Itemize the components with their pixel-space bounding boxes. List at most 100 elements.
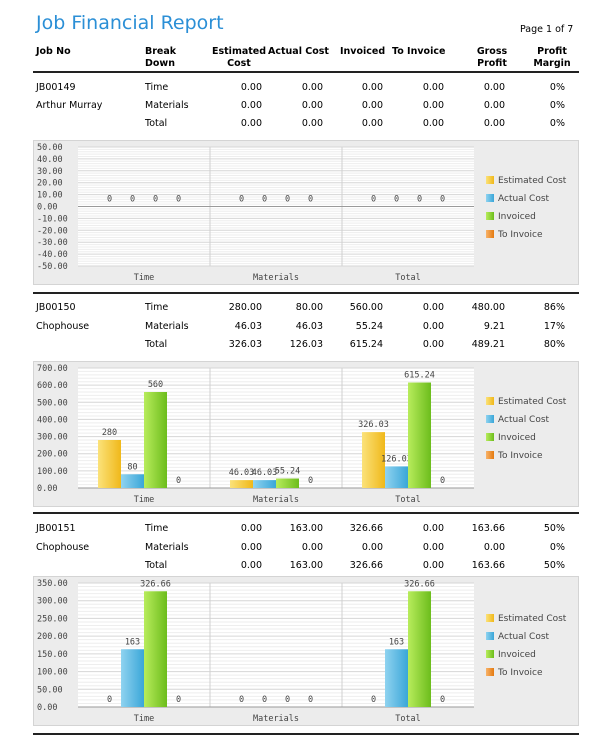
category-label: Total: [395, 273, 421, 283]
legend-item: Actual Cost: [486, 415, 549, 425]
y-tick-label: -50.00: [37, 262, 68, 272]
data-label: 0: [308, 476, 313, 486]
bar-chart: 700.00 600.00 500.00 400.00 300.00 200.00 100.…: [33, 361, 579, 507]
data-label: 163: [125, 637, 140, 647]
job-number: JB00151: [36, 523, 76, 534]
cell-breakdown: Time: [145, 523, 169, 534]
cell-est: 0.00: [240, 523, 262, 534]
legend-label: To Invoice: [498, 668, 543, 678]
data-label: 326.66: [140, 579, 171, 589]
data-label: 0: [440, 695, 445, 705]
y-tick-label: 150.00: [37, 650, 68, 660]
legend-label: To Invoice: [498, 229, 543, 240]
bar: [144, 591, 167, 707]
category-label: Time: [134, 495, 154, 505]
data-label: 0: [176, 695, 181, 705]
data-label: 280: [102, 428, 117, 438]
chart-svg: 350.00 300.00 250.00 200.00 150.00 100.00 50.0…: [37, 579, 474, 724]
cell-breakdown: Time: [145, 82, 169, 93]
data-label: 0: [285, 195, 290, 205]
cell-breakdown: Total: [145, 560, 168, 571]
cell-gp: 0.00: [483, 82, 505, 93]
data-label: 80: [127, 462, 137, 472]
cell-est: 280.00: [228, 302, 262, 313]
legend-swatch: [486, 632, 494, 640]
legend-item: Invoiced: [486, 650, 536, 660]
legend-label: Estimated Cost: [498, 175, 567, 186]
header-rule: [33, 71, 579, 73]
cell-act: 0.00: [301, 118, 323, 129]
data-label: 0: [130, 195, 135, 205]
data-label: 0: [107, 195, 112, 205]
cell-gp: 9.21: [483, 321, 505, 332]
cell-est: 326.03: [228, 339, 262, 350]
col-job-no: Job No: [36, 46, 71, 57]
cell-est: 0.00: [240, 118, 262, 129]
data-label: 0: [153, 195, 158, 205]
cell-inv: 0.00: [361, 118, 383, 129]
data-label: 615.24: [404, 371, 435, 381]
data-label: 0: [107, 695, 112, 705]
cell-pm: 17%: [543, 321, 565, 332]
category-label: Total: [395, 495, 421, 505]
y-tick-label: 40.00: [37, 155, 63, 165]
cell-gp: 489.21: [471, 339, 505, 350]
data-label: 0: [239, 695, 244, 705]
job-number: JB00149: [36, 82, 76, 93]
legend-item: To Invoice: [486, 229, 543, 240]
y-tick-label: 30.00: [37, 167, 63, 177]
cell-toinv: 0.00: [422, 523, 444, 534]
data-label: 0: [308, 695, 313, 705]
y-tick-label: 500.00: [37, 398, 68, 408]
col-estimated-cost: Estimated Cost: [212, 46, 267, 69]
y-tick-label: 100.00: [37, 467, 68, 477]
data-label: 326.03: [358, 420, 389, 430]
client-name: Arthur Murray: [36, 100, 103, 111]
legend-swatch: [486, 193, 494, 202]
cell-act: 80.00: [295, 302, 323, 313]
cell-inv: 560.00: [349, 302, 383, 313]
legend-item: Estimated Cost: [486, 614, 566, 624]
legend-item: Invoiced: [486, 211, 536, 222]
legend-label: Invoiced: [498, 433, 536, 443]
y-tick-label: -30.00: [37, 238, 68, 248]
col-to-invoice: To Invoice: [392, 46, 446, 57]
data-label: 0: [176, 195, 181, 205]
cell-pm: 0%: [549, 118, 565, 129]
y-tick-label: 350.00: [37, 579, 68, 589]
legend-item: To Invoice: [486, 451, 543, 461]
cell-inv: 0.00: [361, 100, 383, 111]
cell-breakdown: Materials: [145, 321, 189, 332]
y-tick-label: 600.00: [37, 381, 68, 391]
legend-swatch: [486, 650, 494, 658]
y-tick-label: 400.00: [37, 415, 68, 425]
job-number: JB00150: [36, 302, 76, 313]
y-tick-label: 20.00: [37, 179, 63, 189]
data-label: 0: [239, 195, 244, 205]
cell-inv: 326.66: [349, 523, 383, 534]
legend-label: Invoiced: [498, 211, 536, 222]
legend-swatch: [486, 397, 494, 405]
cell-toinv: 0.00: [422, 321, 444, 332]
legend-label: Actual Cost: [498, 632, 550, 642]
y-tick-label: 50.00: [37, 685, 63, 695]
legend-label: Invoiced: [498, 650, 536, 660]
y-tick-label: 250.00: [37, 614, 68, 624]
section-rule: [33, 292, 579, 294]
cell-breakdown: Total: [145, 118, 168, 129]
data-label: 0: [285, 695, 290, 705]
bar: [408, 382, 431, 488]
cell-toinv: 0.00: [422, 118, 444, 129]
section-rule: [33, 512, 579, 514]
cell-act: 0.00: [301, 82, 323, 93]
cell-pm: 0%: [549, 100, 565, 111]
data-label: 326.66: [404, 579, 435, 589]
cell-act: 0.00: [301, 100, 323, 111]
y-tick-label: 0.00: [37, 203, 57, 213]
cell-gp: 0.00: [483, 118, 505, 129]
data-label: 0: [262, 195, 267, 205]
cell-est: 0.00: [240, 82, 262, 93]
col-actual-cost: Actual Cost: [268, 46, 329, 57]
data-label: 126.03: [381, 454, 412, 464]
y-tick-label: 300.00: [37, 597, 68, 607]
